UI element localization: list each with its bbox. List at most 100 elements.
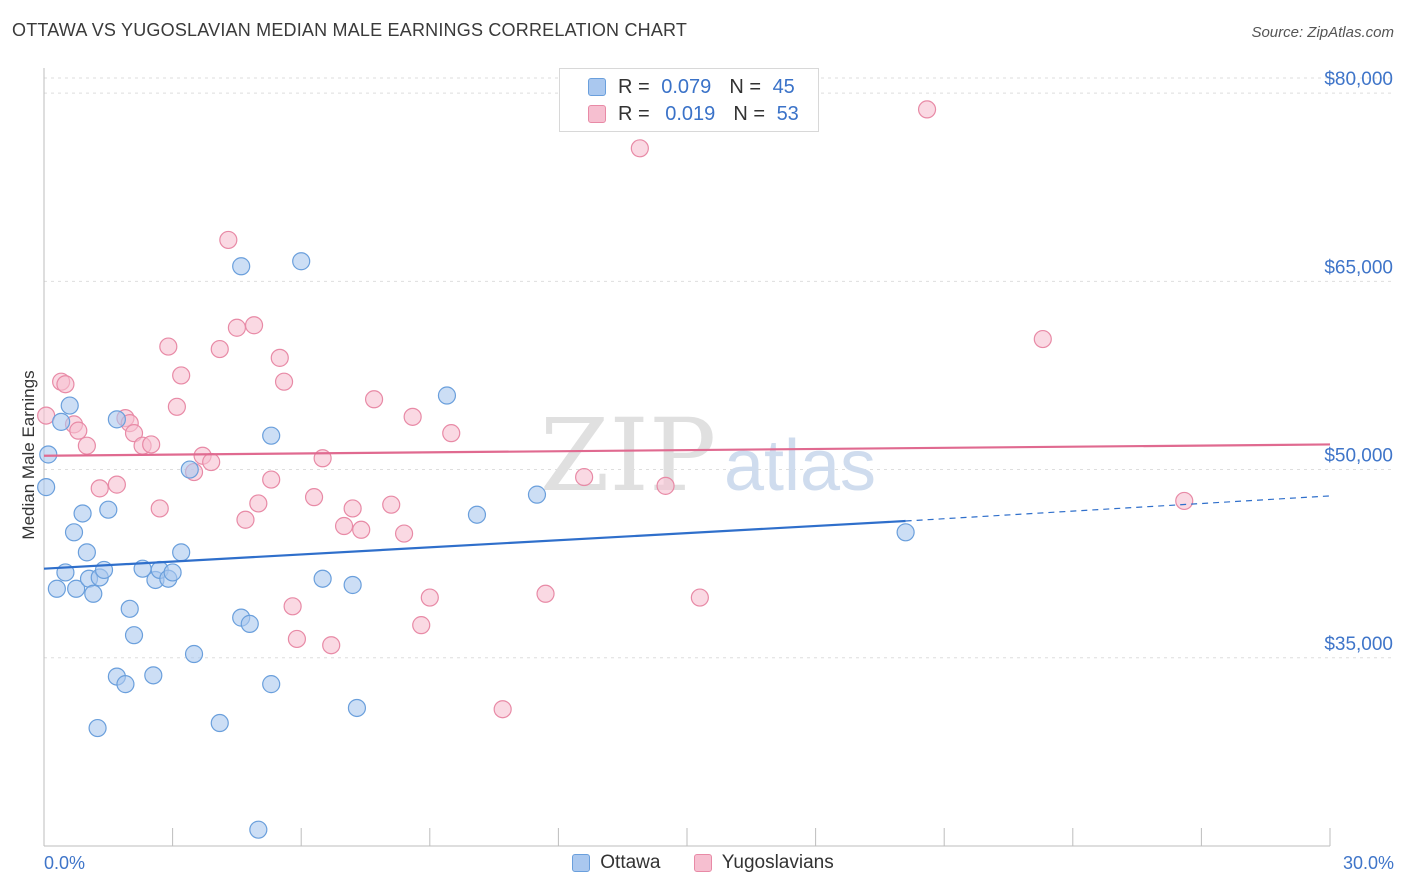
y-tick-label: $80,000 [1324,69,1393,90]
yugoslavians-point [343,499,362,518]
yugoslavians-point [1033,329,1052,349]
yugoslavians-point [227,318,246,337]
ottawa-point [120,599,139,618]
yugoslavians-point [167,397,186,416]
ottawa-point [52,412,71,431]
yugoslavians-point [382,495,401,514]
ottawa-point [232,257,251,276]
legend-label-yugoslavians: Yugoslavians [721,852,834,873]
ottawa-point [39,445,58,464]
stats-legend-row-ottawa: R = 0.079 N = 45 [588,75,795,99]
yugoslavians-point [236,510,255,529]
ottawa-point [73,504,92,523]
yugoslavians-point [364,390,384,409]
yugoslavians-point [690,588,709,607]
yugoslavians-point [56,375,75,394]
stats-legend: R = 0.079 N = 45 R = 0.019 N = 53 [559,68,819,132]
ottawa-point [527,485,547,504]
yugoslavians-point [420,588,439,607]
yugoslavians-point [159,337,178,356]
ottawa-point [467,505,487,524]
yugoslavians-point [107,475,126,494]
yugoslavians-point [287,629,307,649]
yugoslavians-point [124,424,144,443]
yugoslavians-point [202,452,221,472]
watermark-zip: ZIP [540,397,716,514]
yugoslavians-point [352,520,371,539]
yugoslavians-point [244,316,264,335]
yugoslavians-point [270,348,289,367]
yugoslavians-point [442,424,461,443]
ottawa-point [64,523,84,542]
yugoslavians-point [656,476,675,495]
ottawa-point [116,675,135,694]
ottawa-point [249,820,268,839]
ottawa-point [210,713,229,733]
yugoslavians-point [262,470,281,489]
yugoslavians-point [304,488,324,507]
yugoslavians-point [283,597,302,616]
yugoslavians-point [77,436,96,455]
r-value: 0.019 [665,102,716,125]
yugoslavians-point [69,421,88,440]
ottawa-swatch [588,78,606,96]
ottawa-point [180,460,199,479]
yugoslavians-point [1175,491,1194,511]
yugoslavians-point [142,435,161,454]
yugoslavians-point [334,516,354,536]
r-label: R = [618,75,650,98]
ottawa-point [84,584,103,603]
ottawa-point [107,410,126,429]
x-tick-label: 0.0% [44,853,85,873]
yugoslavians-point [219,230,238,250]
x-tick-label: 30.0% [1343,853,1394,873]
ottawa-point [262,426,281,445]
yugoslavians-point [412,616,431,635]
y-tick-label: $35,000 [1324,634,1393,655]
yugoslavians-point [322,636,341,655]
ottawa-point [99,500,118,519]
yugoslavians-point [630,139,649,158]
ottawa-point [240,614,259,633]
legend-item-yugoslavians[interactable]: Yugoslavians [693,852,834,874]
yugoslavians-point [403,407,422,426]
grid-layer [44,77,1394,659]
yugoslavians-point [917,100,937,119]
stats-legend-row-yugoslavians: R = 0.019 N = 53 [588,102,799,126]
y-axis-label: Median Male Earnings [19,370,38,539]
ottawa-point [67,579,86,598]
r-value: 0.079 [661,75,712,98]
ottawa-point [124,626,144,645]
ottawa-point [292,252,311,271]
yugoslavians-point [210,339,229,359]
yugoslavians-point [536,584,555,603]
ottawa-legend-swatch [572,854,591,872]
yugoslavians-point [274,372,294,391]
r-label: R = [618,102,650,125]
n-value: 53 [776,102,799,125]
yugoslavians-point [172,366,191,385]
legend-label-ottawa: Ottawa [600,852,661,873]
watermark-atlas: atlas [724,426,876,506]
ottawa-point [172,543,191,562]
y-tick-label: $50,000 [1324,446,1393,467]
yugoslavians-point [575,467,594,487]
y-tick-label: $65,000 [1324,257,1393,278]
ottawa-point [163,563,182,582]
ottawa-point [60,396,79,415]
yugoslavians-legend-swatch [693,854,712,872]
series-legend: Ottawa Yugoslavians [0,852,1406,878]
ottawa-point [37,478,56,497]
ottawa-point [896,523,915,542]
ottawa-point [437,386,457,405]
yugoslavians-point [394,524,414,543]
ottawa-point [144,666,163,685]
n-label: N = [733,102,765,125]
n-label: N = [729,75,761,98]
yugoslavians-point [150,499,169,518]
source-label: Source: ZipAtlas.com [1251,24,1394,41]
ottawa-point [262,675,281,694]
legend-item-ottawa[interactable]: Ottawa [572,852,660,874]
ottawa-point [47,579,66,598]
